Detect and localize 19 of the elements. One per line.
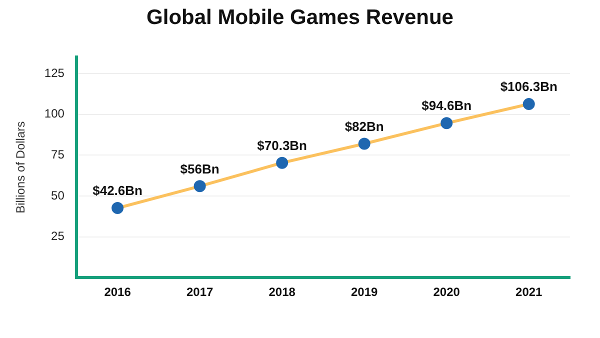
- x-tick-label: 2016: [104, 285, 132, 300]
- data-label: $106.3Bn: [500, 79, 558, 94]
- x-tick-label: 2020: [433, 285, 460, 300]
- y-axis-title: Billions of Dollars: [14, 121, 28, 214]
- y-tick-label: 50: [51, 188, 65, 202]
- data-label: $56Bn: [180, 161, 220, 176]
- x-tick-label: 2018: [268, 285, 296, 300]
- y-tick-label: 100: [44, 106, 65, 121]
- data-label: $94.6Bn: [422, 98, 472, 114]
- chart-title: Global Mobile Games Revenue: [146, 6, 454, 30]
- y-tick-label: 25: [51, 229, 65, 244]
- x-tick-label: 2019: [350, 285, 378, 300]
- y-tick-label: 75: [51, 147, 65, 162]
- x-tick-label: 2021: [516, 285, 543, 300]
- x-tick-label: 2017: [186, 285, 214, 300]
- y-tick-label: 125: [44, 66, 65, 80]
- data-label: $82Bn: [344, 118, 384, 134]
- data-label: $42.6Bn: [92, 183, 143, 198]
- data-label: $70.3Bn: [257, 138, 308, 153]
